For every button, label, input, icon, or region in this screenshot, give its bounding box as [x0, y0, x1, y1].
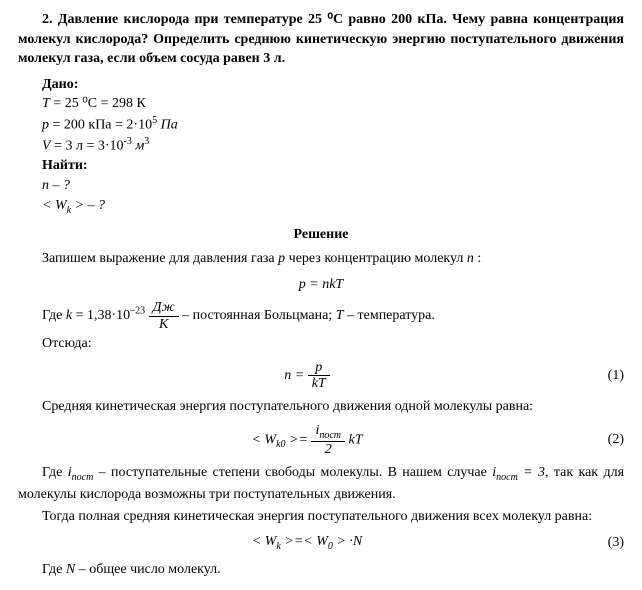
p5b: – общее число молекул.	[75, 562, 220, 577]
p3a: Где	[42, 465, 68, 480]
p-unit: Па	[157, 118, 178, 133]
given-V: V = 3 л = 3·10-3 м3	[42, 135, 624, 156]
intro-n: n	[467, 251, 474, 266]
T-var2: T	[336, 308, 344, 323]
where-k: Где k = 1,38·10–23 Дж К – постоянная Бол…	[42, 300, 624, 332]
T-var: T	[42, 96, 50, 111]
i-sub2: пост	[496, 472, 518, 483]
k-value: = 1,38·10	[72, 308, 130, 323]
V-exp: -3	[124, 136, 132, 147]
problem-statement: 2. Давление кислорода при температуре 25…	[18, 10, 624, 69]
V-unit: м	[132, 139, 144, 154]
problem-number: 2.	[42, 12, 53, 27]
eq2-right: kT	[349, 432, 363, 447]
p3b: – поступательные степени свободы молекул…	[93, 465, 492, 480]
solution-intro: Запишем выражение для давления газа p че…	[42, 249, 624, 269]
k-unit-frac: Дж К	[149, 300, 179, 332]
where-a: Где	[42, 308, 66, 323]
find-label: Найти:	[42, 156, 624, 176]
p-var: p	[42, 118, 49, 133]
k-unit-num: Дж	[149, 300, 179, 316]
eq1-num: p	[308, 360, 330, 376]
W-tail: > – ?	[71, 198, 105, 213]
eq1-number: (1)	[596, 366, 624, 386]
problem-text: Давление кислорода при температуре 25 ⁰С…	[18, 12, 624, 66]
solution-header: Решение	[18, 225, 624, 245]
V-value: = 3 л = 3·10	[51, 139, 124, 154]
find-W: < Wk > – ?	[42, 196, 624, 218]
equation-pnkt: p = nkT	[18, 275, 624, 295]
para-i-post: Где iпост – поступательные степени свобо…	[18, 463, 624, 504]
i-eq: = 3	[518, 465, 545, 480]
para-kinetic: Средняя кинетическая энергия поступатель…	[18, 397, 624, 417]
V-var: V	[42, 139, 51, 154]
eq3-body: < Wk >=< W0 > ·N	[18, 532, 596, 554]
eq2-i-sub: пост	[319, 430, 341, 441]
equation-1: n = p kT (1)	[18, 360, 624, 392]
hence: Отсюда:	[42, 334, 624, 354]
where-b: – постоянная Больцмана;	[182, 308, 336, 323]
i-sub: пост	[72, 472, 94, 483]
eq1-frac: p kT	[308, 360, 330, 392]
p5a: Где	[42, 562, 66, 577]
eq-pnkt-body: p = nkT	[18, 275, 624, 295]
equation-3: < Wk >=< W0 > ·N (3)	[18, 532, 624, 554]
eq2-body: < Wk0 >= iпост 2 kT	[18, 423, 596, 457]
eq3-number: (3)	[596, 533, 624, 553]
eq2-num: iпост	[311, 423, 345, 442]
V-unit-exp: 3	[144, 136, 149, 147]
p-value: = 200 кПа = 2·10	[49, 118, 152, 133]
k-exp: –23	[130, 306, 145, 317]
given-p: p = 200 кПа = 2·105 Па	[42, 114, 624, 135]
intro-b: через концентрацию молекул	[285, 251, 467, 266]
eq3-right: > ·N	[333, 534, 362, 549]
W-bracket: < W	[42, 198, 67, 213]
N-var: N	[66, 562, 75, 577]
find-n: n – ?	[42, 176, 624, 196]
eq1-body: n = p kT	[18, 360, 596, 392]
eq2-left: < W	[251, 432, 276, 447]
eq3-left: < W	[252, 534, 277, 549]
intro-c: :	[474, 251, 481, 266]
eq2-den: 2	[311, 442, 345, 457]
given-T: T = 25 ⁰C = 298 К	[42, 94, 624, 114]
para-N: Где N – общее число молекул.	[42, 560, 624, 580]
given-label: Дано:	[42, 75, 624, 95]
eq2-sub: k0	[276, 439, 285, 450]
T-value: = 25 ⁰C = 298 К	[50, 96, 146, 111]
para-total: Тогда полная средняя кинетическая энерги…	[18, 507, 624, 527]
eq1-den: kT	[308, 376, 330, 391]
where-c: – температура.	[344, 308, 435, 323]
eq2-number: (2)	[596, 430, 624, 450]
equation-2: < Wk0 >= iпост 2 kT (2)	[18, 423, 624, 457]
k-unit-den: К	[149, 317, 179, 332]
eq1-left: n =	[284, 368, 307, 383]
intro-a: Запишем выражение для давления газа	[42, 251, 278, 266]
eq2-mid: >=	[286, 432, 312, 447]
eq2-frac: iпост 2	[311, 423, 345, 457]
eq3-mid: >=< W	[281, 534, 328, 549]
